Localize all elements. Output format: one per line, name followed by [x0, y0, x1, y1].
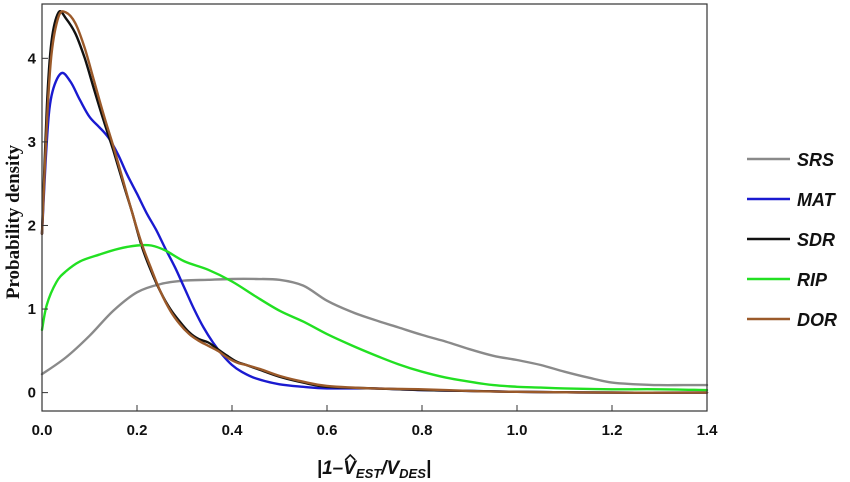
y-tick-label: 0	[28, 385, 36, 402]
x-label-hat-sub: EST	[356, 466, 382, 481]
y-axis-label: Probability density	[3, 144, 24, 299]
series-line-dor	[40, 10, 709, 394]
y-tick-label: 2	[28, 217, 36, 234]
x-tick-label: 0.0	[32, 422, 53, 439]
y-tick-label: 3	[28, 134, 36, 151]
x-label-hat-var: V	[343, 458, 357, 479]
y-tick-label: 1	[28, 301, 36, 318]
legend-label-sdr: SDR	[797, 230, 835, 250]
y-axis-ticks: 0 1 2 3 4	[28, 50, 48, 402]
x-axis-ticks: 0.0 0.2 0.4 0.6 0.8 1.0 1.2 1.4	[32, 405, 719, 439]
series-line-mat	[40, 71, 709, 394]
x-tick-label: 1.4	[697, 422, 719, 439]
x-label-den-sub: DES	[399, 466, 426, 481]
x-tick-label: 0.8	[412, 422, 433, 439]
x-tick-label: 1.2	[602, 422, 623, 439]
x-tick-label: 0.4	[222, 422, 244, 439]
legend-label-rip: RIP	[797, 270, 828, 290]
plot-frame	[41, 3, 708, 412]
x-tick-label: 0.2	[127, 422, 148, 439]
plot-curves	[40, 9, 709, 394]
series-line-srs	[40, 277, 709, 387]
x-label-suffix: |	[426, 458, 431, 479]
x-label-slash: /V	[380, 458, 400, 479]
hat-accent	[344, 453, 356, 461]
legend-label-srs: SRS	[797, 150, 834, 170]
legend-label-mat: MAT	[797, 190, 837, 210]
legend: SRS MAT SDR RIP DOR	[747, 150, 837, 330]
x-tick-label: 1.0	[507, 422, 528, 439]
series-line-rip	[40, 243, 709, 392]
x-tick-label: 0.6	[317, 422, 338, 439]
y-tick-label: 4	[28, 50, 37, 67]
x-label-prefix: |1–	[317, 458, 344, 479]
x-axis-label: |1–VEST/VDES|	[317, 458, 431, 481]
legend-label-dor: DOR	[797, 310, 837, 330]
